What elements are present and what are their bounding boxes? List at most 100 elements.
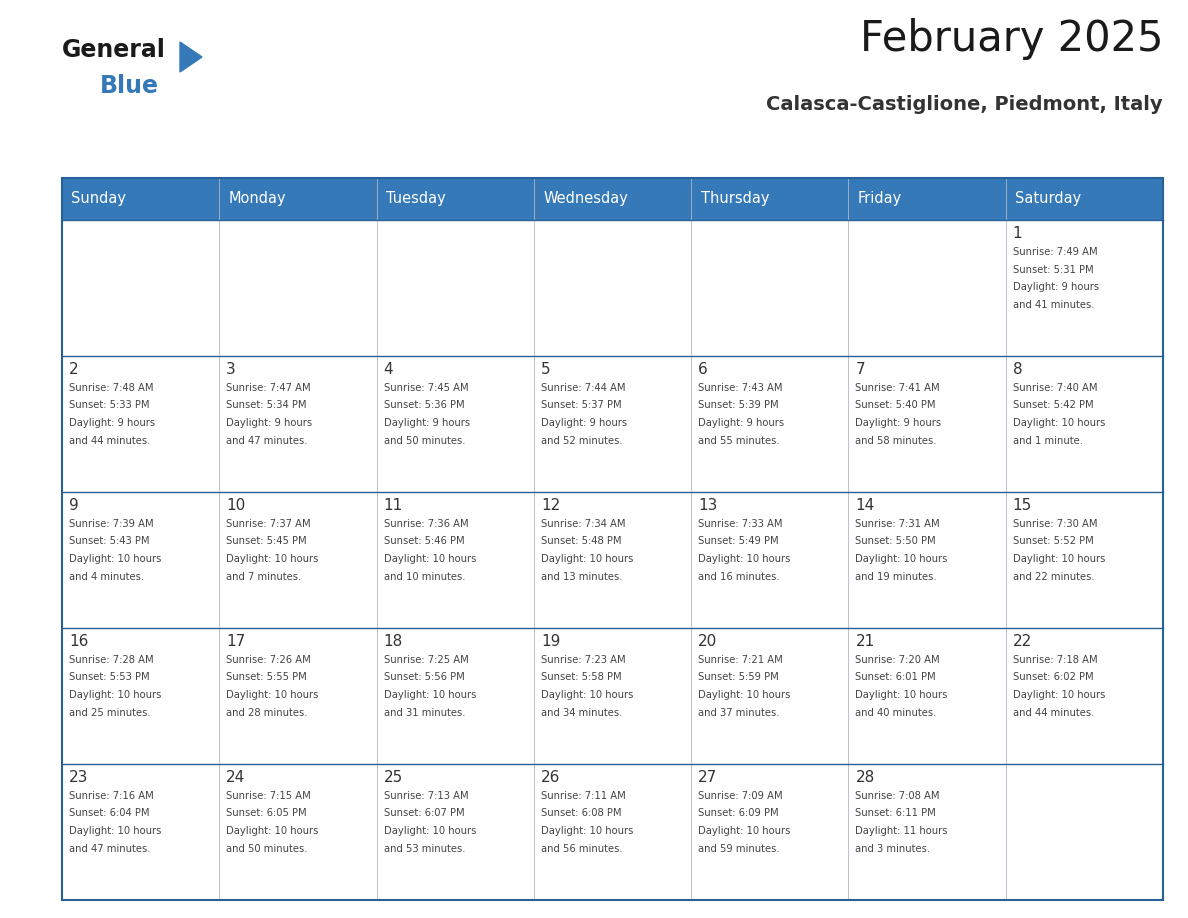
Text: 22: 22 bbox=[1012, 634, 1032, 649]
Text: 27: 27 bbox=[699, 770, 718, 785]
Bar bbox=[62, 356, 220, 492]
Bar bbox=[1006, 764, 1163, 900]
Text: Sunrise: 7:13 AM: Sunrise: 7:13 AM bbox=[384, 791, 468, 801]
Text: and 59 minutes.: and 59 minutes. bbox=[699, 844, 779, 854]
Text: 28: 28 bbox=[855, 770, 874, 785]
Bar bbox=[533, 628, 691, 764]
Text: Sunset: 6:01 PM: Sunset: 6:01 PM bbox=[855, 673, 936, 682]
Text: Daylight: 10 hours: Daylight: 10 hours bbox=[69, 554, 162, 564]
Text: 4: 4 bbox=[384, 362, 393, 377]
Bar bbox=[533, 356, 691, 492]
Bar bbox=[848, 356, 1006, 492]
Text: Sunrise: 7:30 AM: Sunrise: 7:30 AM bbox=[1012, 519, 1098, 529]
Text: and 50 minutes.: and 50 minutes. bbox=[384, 435, 465, 445]
Bar bbox=[691, 628, 848, 764]
Bar bbox=[1006, 628, 1163, 764]
Text: Sunrise: 7:41 AM: Sunrise: 7:41 AM bbox=[855, 383, 940, 393]
Text: Daylight: 11 hours: Daylight: 11 hours bbox=[855, 826, 948, 836]
Bar bbox=[533, 220, 691, 356]
Text: 6: 6 bbox=[699, 362, 708, 377]
Text: and 22 minutes.: and 22 minutes. bbox=[1012, 572, 1094, 581]
Text: Monday: Monday bbox=[229, 192, 286, 207]
Text: and 40 minutes.: and 40 minutes. bbox=[855, 708, 937, 718]
Bar bbox=[848, 178, 1006, 220]
Bar bbox=[220, 764, 377, 900]
Text: 8: 8 bbox=[1012, 362, 1023, 377]
Text: Daylight: 9 hours: Daylight: 9 hours bbox=[541, 418, 627, 428]
Text: and 44 minutes.: and 44 minutes. bbox=[1012, 708, 1094, 718]
Text: Tuesday: Tuesday bbox=[386, 192, 446, 207]
Text: 7: 7 bbox=[855, 362, 865, 377]
Text: Sunset: 5:42 PM: Sunset: 5:42 PM bbox=[1012, 400, 1093, 410]
Text: 11: 11 bbox=[384, 498, 403, 513]
Text: Sunrise: 7:47 AM: Sunrise: 7:47 AM bbox=[226, 383, 311, 393]
Bar bbox=[533, 492, 691, 628]
Text: 18: 18 bbox=[384, 634, 403, 649]
Text: 10: 10 bbox=[226, 498, 246, 513]
Text: and 44 minutes.: and 44 minutes. bbox=[69, 435, 151, 445]
Text: 15: 15 bbox=[1012, 498, 1032, 513]
Bar bbox=[1006, 356, 1163, 492]
Text: Sunrise: 7:15 AM: Sunrise: 7:15 AM bbox=[226, 791, 311, 801]
Text: Sunrise: 7:21 AM: Sunrise: 7:21 AM bbox=[699, 655, 783, 665]
Text: and 52 minutes.: and 52 minutes. bbox=[541, 435, 623, 445]
Text: Sunrise: 7:16 AM: Sunrise: 7:16 AM bbox=[69, 791, 153, 801]
Text: and 1 minute.: and 1 minute. bbox=[1012, 435, 1082, 445]
Text: and 53 minutes.: and 53 minutes. bbox=[384, 844, 465, 854]
Text: Sunrise: 7:23 AM: Sunrise: 7:23 AM bbox=[541, 655, 626, 665]
Bar bbox=[533, 178, 691, 220]
Text: Sunrise: 7:45 AM: Sunrise: 7:45 AM bbox=[384, 383, 468, 393]
Bar bbox=[220, 356, 377, 492]
Bar bbox=[848, 764, 1006, 900]
Text: 14: 14 bbox=[855, 498, 874, 513]
Text: and 41 minutes.: and 41 minutes. bbox=[1012, 299, 1094, 309]
Text: and 58 minutes.: and 58 minutes. bbox=[855, 435, 937, 445]
Text: Sunset: 6:08 PM: Sunset: 6:08 PM bbox=[541, 809, 621, 819]
Text: Sunrise: 7:11 AM: Sunrise: 7:11 AM bbox=[541, 791, 626, 801]
Text: February 2025: February 2025 bbox=[859, 18, 1163, 60]
Text: 17: 17 bbox=[226, 634, 246, 649]
Text: Sunset: 5:33 PM: Sunset: 5:33 PM bbox=[69, 400, 150, 410]
Bar bbox=[377, 356, 533, 492]
Text: Daylight: 10 hours: Daylight: 10 hours bbox=[226, 554, 318, 564]
Bar bbox=[62, 220, 220, 356]
Bar bbox=[62, 178, 220, 220]
Text: and 28 minutes.: and 28 minutes. bbox=[226, 708, 308, 718]
Bar bbox=[62, 628, 220, 764]
Text: 21: 21 bbox=[855, 634, 874, 649]
Text: Sunrise: 7:44 AM: Sunrise: 7:44 AM bbox=[541, 383, 625, 393]
Text: Daylight: 9 hours: Daylight: 9 hours bbox=[699, 418, 784, 428]
Bar bbox=[62, 178, 1163, 900]
Text: Daylight: 10 hours: Daylight: 10 hours bbox=[384, 690, 476, 700]
Text: Friday: Friday bbox=[858, 192, 902, 207]
Text: Sunrise: 7:28 AM: Sunrise: 7:28 AM bbox=[69, 655, 153, 665]
Text: Sunset: 6:09 PM: Sunset: 6:09 PM bbox=[699, 809, 779, 819]
Text: Sunset: 5:40 PM: Sunset: 5:40 PM bbox=[855, 400, 936, 410]
Text: Daylight: 10 hours: Daylight: 10 hours bbox=[699, 554, 790, 564]
Text: Sunrise: 7:08 AM: Sunrise: 7:08 AM bbox=[855, 791, 940, 801]
Text: Sunset: 5:43 PM: Sunset: 5:43 PM bbox=[69, 536, 150, 546]
Text: Sunset: 5:34 PM: Sunset: 5:34 PM bbox=[226, 400, 307, 410]
Bar bbox=[377, 220, 533, 356]
Text: Daylight: 10 hours: Daylight: 10 hours bbox=[855, 554, 948, 564]
Text: Sunrise: 7:40 AM: Sunrise: 7:40 AM bbox=[1012, 383, 1098, 393]
Text: Daylight: 10 hours: Daylight: 10 hours bbox=[541, 690, 633, 700]
Text: Sunset: 6:02 PM: Sunset: 6:02 PM bbox=[1012, 673, 1093, 682]
Bar bbox=[1006, 178, 1163, 220]
Text: Sunset: 5:56 PM: Sunset: 5:56 PM bbox=[384, 673, 465, 682]
Text: Sunset: 5:59 PM: Sunset: 5:59 PM bbox=[699, 673, 779, 682]
Text: and 25 minutes.: and 25 minutes. bbox=[69, 708, 151, 718]
Text: 26: 26 bbox=[541, 770, 561, 785]
Text: and 3 minutes.: and 3 minutes. bbox=[855, 844, 930, 854]
Text: Sunrise: 7:31 AM: Sunrise: 7:31 AM bbox=[855, 519, 940, 529]
Text: and 16 minutes.: and 16 minutes. bbox=[699, 572, 779, 581]
Text: and 10 minutes.: and 10 minutes. bbox=[384, 572, 465, 581]
Text: Blue: Blue bbox=[100, 74, 159, 98]
Text: Daylight: 10 hours: Daylight: 10 hours bbox=[541, 826, 633, 836]
Text: Sunset: 5:37 PM: Sunset: 5:37 PM bbox=[541, 400, 621, 410]
Text: Daylight: 10 hours: Daylight: 10 hours bbox=[226, 826, 318, 836]
Bar bbox=[691, 178, 848, 220]
Text: Sunrise: 7:36 AM: Sunrise: 7:36 AM bbox=[384, 519, 468, 529]
Bar bbox=[377, 628, 533, 764]
Text: Daylight: 9 hours: Daylight: 9 hours bbox=[69, 418, 156, 428]
